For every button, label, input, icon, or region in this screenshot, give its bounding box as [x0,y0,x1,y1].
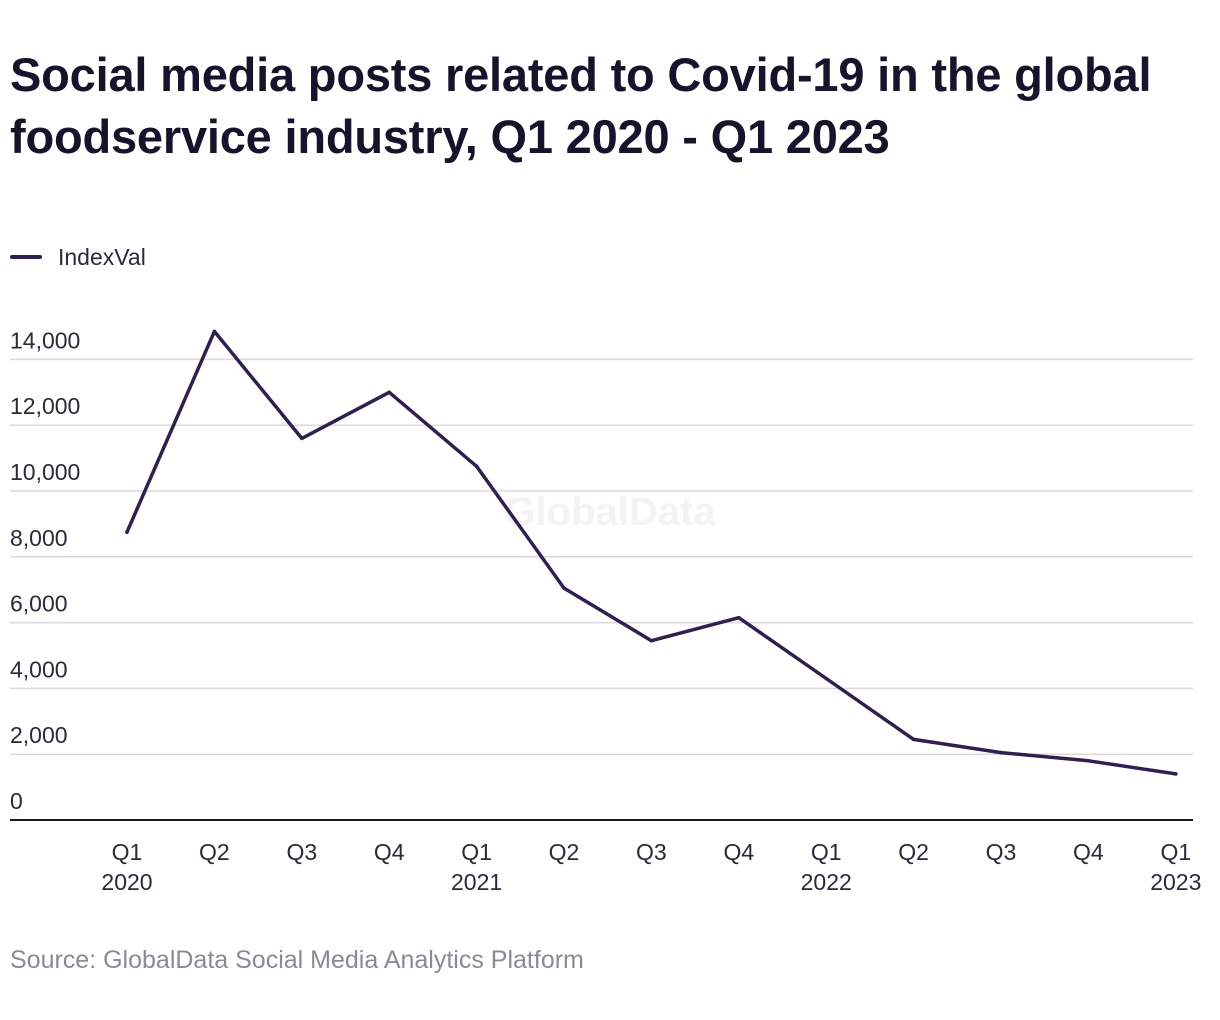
x-tick-label: Q2 [898,839,929,865]
line-chart: GlobalData 0 2,000 4,000 6,000 8,000 10,000 12,… [10,327,1201,895]
x-tick-label: Q3 [286,839,317,865]
data-point [562,586,566,590]
x-tick-label: Q4 [374,839,405,865]
y-tick-label: 6,000 [10,591,68,617]
x-tick-label: Q3 [986,839,1017,865]
chart-title: Social media posts related to Covid-19 i… [10,48,1152,163]
legend: IndexVal [10,242,146,272]
y-tick-label: 8,000 [10,525,68,551]
x-tick-label: Q1 [112,839,143,865]
y-tick-label: 0 [10,788,23,814]
y-tick-label: 2,000 [10,722,68,748]
data-point [999,750,1003,755]
data-point [300,436,304,441]
y-tick-label: 12,000 [10,393,80,419]
x-tick-label: Q1 [811,839,842,865]
x-tick-label: Q2 [199,839,230,865]
x-tick-year-label: 2020 [101,869,152,895]
x-tick-year-label: 2021 [451,869,502,895]
y-tick-label: 14,000 [10,327,80,353]
y-tick-label: 10,000 [10,459,80,485]
x-tick-label: Q3 [636,839,667,865]
data-point [387,390,392,395]
y-tick-label: 4,000 [10,656,68,682]
data-point [824,676,828,681]
x-tick-label: Q2 [549,839,580,865]
series-line-indexval [125,329,1178,776]
watermark-text: GlobalData [504,490,716,534]
data-point [212,329,217,334]
legend-swatch [10,255,42,259]
x-tick-label: Q4 [723,839,754,865]
x-tick-label: Q1 [1160,839,1191,865]
data-point [1174,772,1178,776]
x-tick-year-label: 2022 [801,869,852,895]
x-tick-year-label: 2023 [1150,869,1201,895]
data-point [737,615,741,620]
legend-label: IndexVal [58,243,146,270]
source-note: Source: GlobalData Social Media Analytic… [10,946,584,974]
x-tick-label: Q4 [1073,839,1104,865]
data-point [1086,758,1091,763]
data-point [911,737,916,742]
data-point [125,530,129,534]
data-point [649,638,654,643]
x-tick-label: Q1 [461,839,492,865]
data-point [474,464,479,469]
